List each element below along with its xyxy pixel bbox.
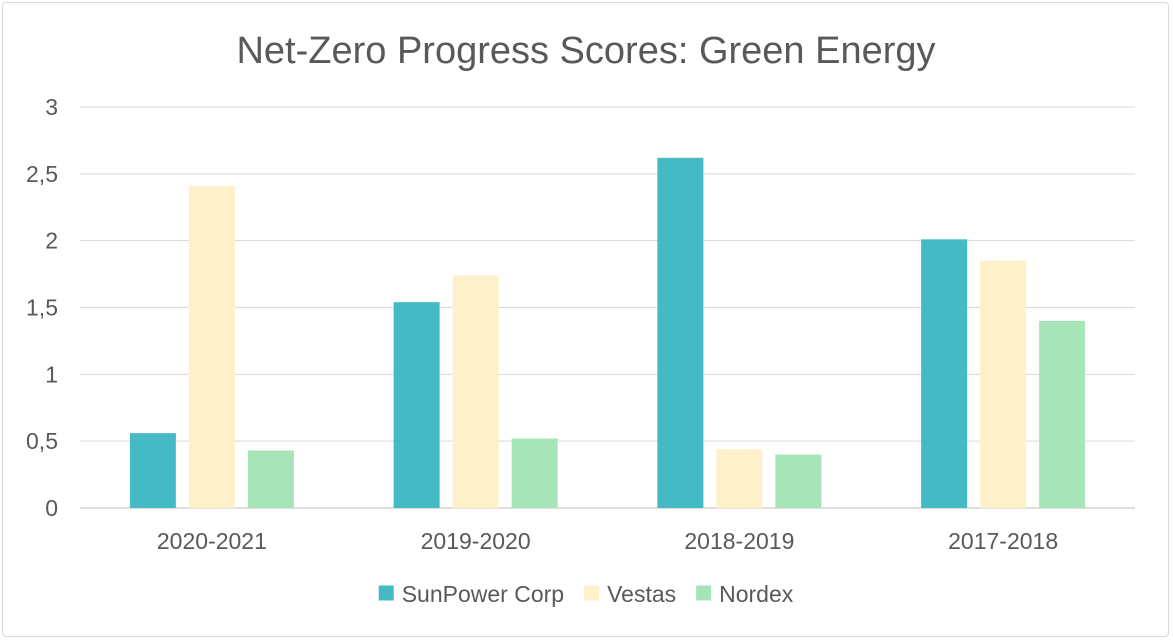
y-tick-label: 1,5 — [26, 295, 58, 321]
y-tick-label: 3 — [45, 94, 58, 120]
legend-swatch — [696, 585, 712, 601]
y-tick-label: 0,5 — [26, 428, 58, 454]
bar-nordex — [775, 454, 822, 508]
bar-nordex — [247, 450, 294, 508]
chart-title: Net-Zero Progress Scores: Green Energy — [236, 30, 935, 72]
y-tick-label: 2 — [45, 228, 58, 254]
bar-vestas — [188, 185, 235, 508]
y-tick-label: 1 — [45, 361, 58, 387]
bar-vestas — [980, 260, 1027, 508]
legend-label: Nordex — [719, 581, 794, 607]
legend-label: Vestas — [607, 581, 676, 607]
y-tick-label: 2,5 — [26, 161, 58, 187]
x-tick-label: 2018-2019 — [684, 528, 794, 554]
bar-sunpower-corp — [657, 157, 704, 508]
legend-swatch — [378, 585, 394, 601]
bar-vestas — [716, 449, 763, 508]
bar-sunpower-corp — [129, 433, 176, 508]
legend: SunPower Corp Vestas Nordex — [378, 581, 794, 607]
x-tick-label: 2020-2021 — [157, 528, 267, 554]
bar-nordex — [1039, 320, 1086, 508]
bar-sunpower-corp — [921, 239, 968, 508]
bars — [129, 157, 1086, 508]
legend-swatch — [584, 585, 600, 601]
legend-label: SunPower Corp — [402, 581, 564, 607]
y-tick-label: 0 — [45, 495, 58, 521]
y-axis-labels: 0 0,5 1 1,5 2 2,5 3 — [26, 94, 58, 521]
x-axis-labels: 2020-2021 2019-2020 2018-2019 2017-2018 — [157, 528, 1058, 554]
gridlines — [80, 106, 1135, 509]
x-tick-label: 2019-2020 — [421, 528, 531, 554]
x-tick-label: 2017-2018 — [948, 528, 1058, 554]
bar-nordex — [511, 438, 558, 508]
bar-sunpower-corp — [393, 302, 440, 508]
bar-vestas — [452, 275, 499, 508]
